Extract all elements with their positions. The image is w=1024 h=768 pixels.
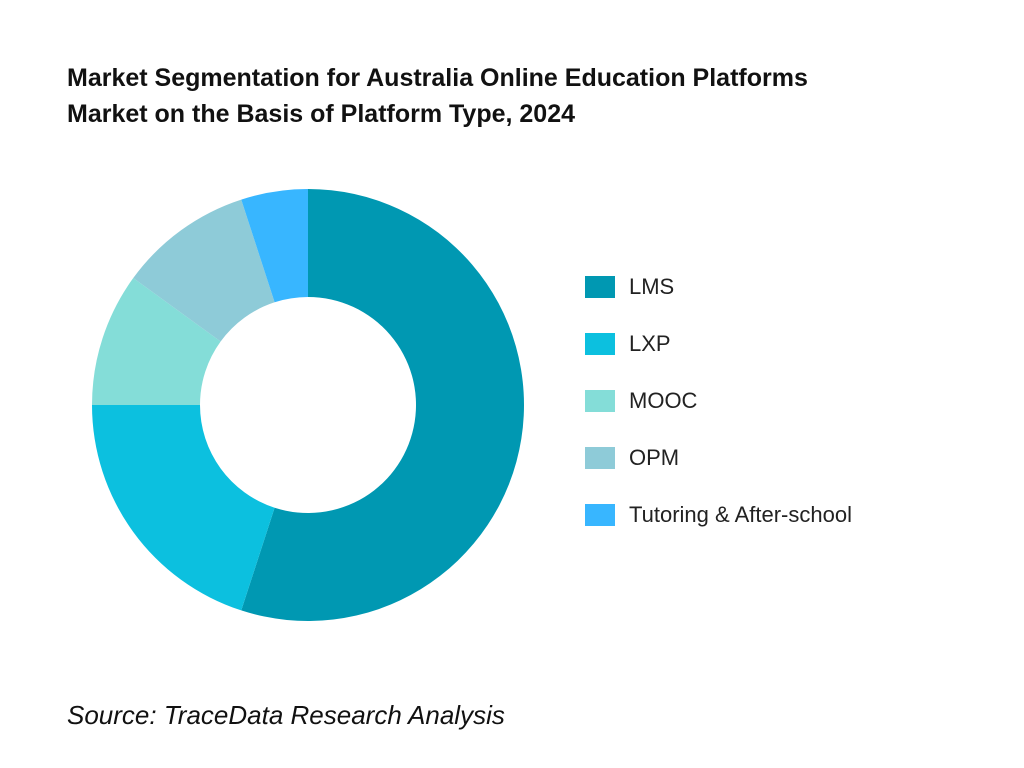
donut-slices [92,189,524,621]
legend-label: Tutoring & After-school [629,502,852,527]
legend-item: OPM [585,443,852,473]
legend-item: MOOC [585,386,852,416]
legend-item: LXP [585,329,852,359]
chart-title: Market Segmentation for Australia Online… [67,60,987,132]
donut-slice-lxp [92,405,275,611]
legend-swatch [585,504,615,526]
chart-title-line-1: Market Segmentation for Australia Online… [67,64,808,92]
source-note: Source: TraceData Research Analysis [67,700,505,730]
legend-swatch [585,333,615,355]
legend-label: OPM [629,445,680,470]
donut-slice-tutoring-after-school [241,189,308,303]
legend-label: LXP [629,331,671,356]
donut-slice-mooc [92,278,221,405]
legend-swatch [585,447,615,469]
legend-label: MOOC [629,388,698,413]
legend-label: LMS [629,274,675,299]
chart-title-line-2: Market on the Basis of Platform Type, 20… [67,100,576,128]
legend-item: LMS [585,272,852,302]
chart-legend: LMS LXP MOOC OPM Tutoring & After-school [585,272,852,557]
donut-slice-lms [241,189,524,621]
legend-item: Tutoring & After-school [585,500,852,530]
legend-swatch [585,276,615,298]
donut-slice-opm [133,199,275,342]
legend-swatch [585,390,615,412]
